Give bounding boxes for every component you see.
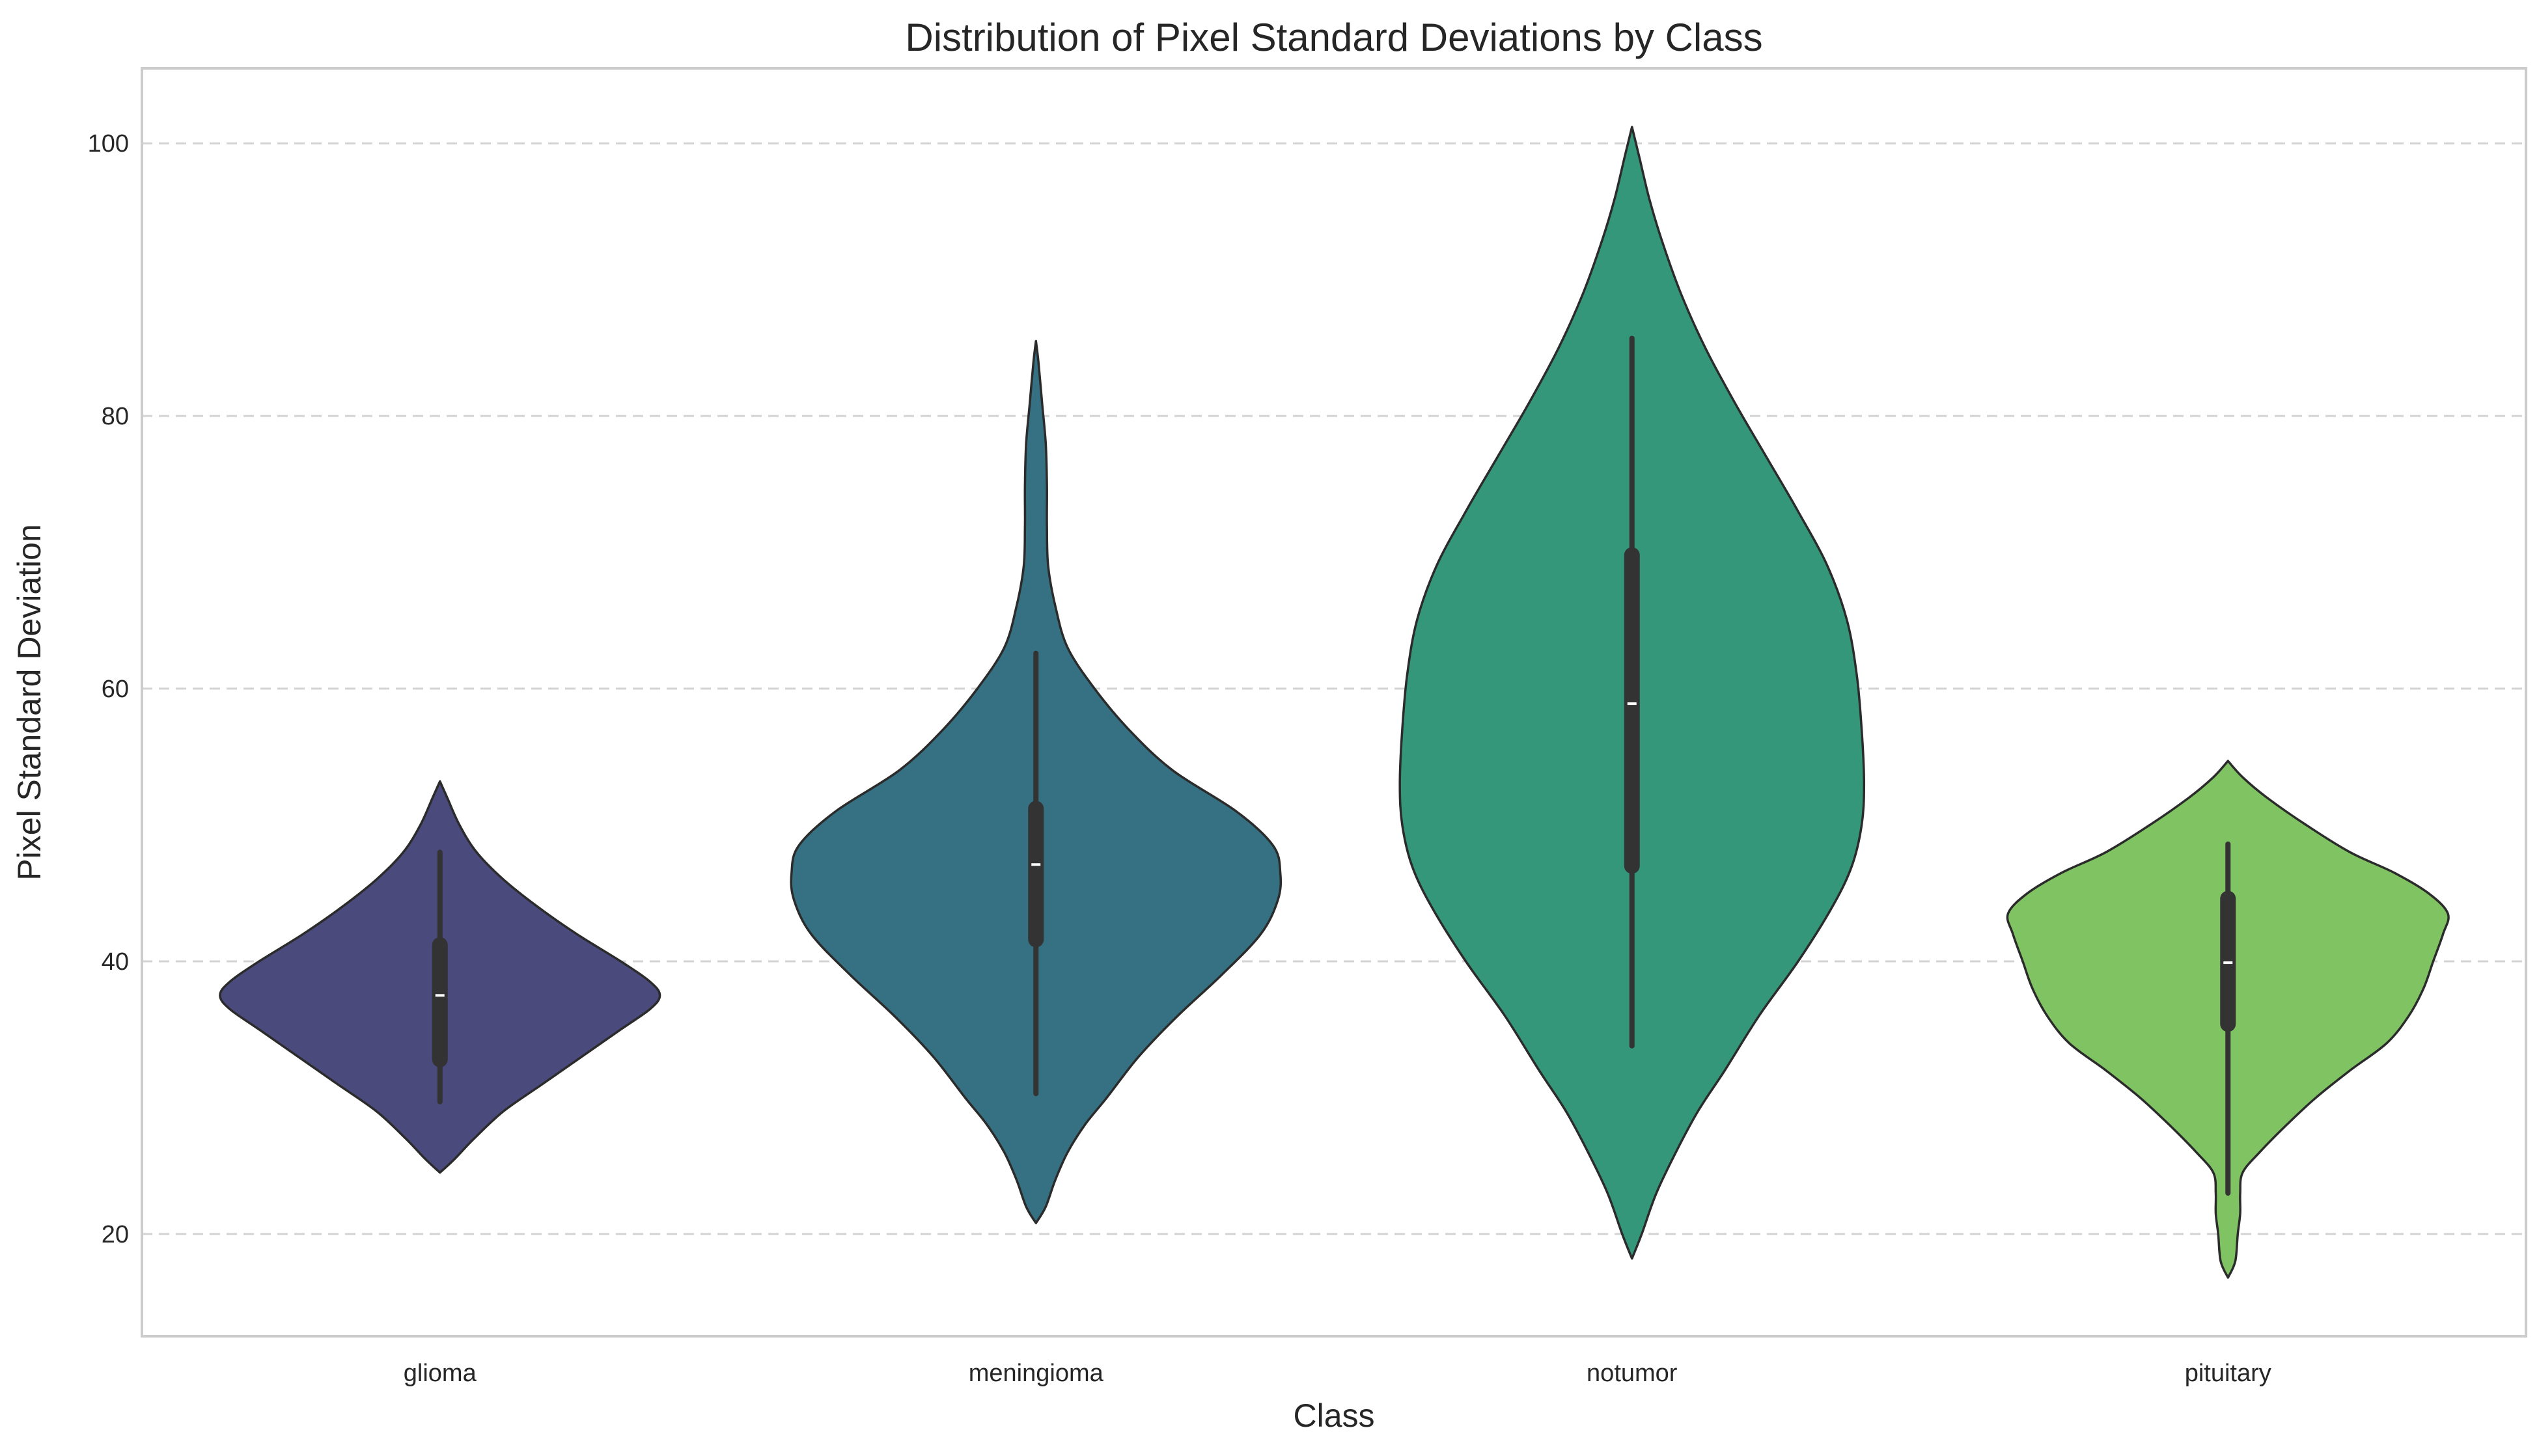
x-tick-label: glioma <box>404 1360 477 1387</box>
chart-title: Distribution of Pixel Standard Deviation… <box>905 16 1762 59</box>
x-tick-label: meningioma <box>969 1360 1104 1387</box>
x-tick-labels: glioma meningioma notumor pituitary <box>404 1360 2271 1387</box>
violins <box>219 126 2450 1279</box>
violin-pituitary <box>2006 760 2450 1279</box>
y-axis-label: Pixel Standard Deviation <box>11 524 48 881</box>
violin-glioma <box>219 780 661 1174</box>
y-tick-label: 20 <box>102 1221 129 1248</box>
y-tick-label: 100 <box>88 130 129 158</box>
y-tick-label: 60 <box>102 676 129 703</box>
plot-frame <box>141 67 2527 1338</box>
x-tick-label: notumor <box>1587 1360 1678 1387</box>
x-tick-label: pituitary <box>2185 1360 2271 1387</box>
y-tick-label: 80 <box>102 403 129 430</box>
x-axis-label: Class <box>1293 1397 1374 1434</box>
violin-notumor <box>1398 126 1866 1260</box>
y-tick-labels: 20 40 60 80 100 <box>88 130 129 1248</box>
y-tick-label: 40 <box>102 948 129 976</box>
violin-meningioma <box>790 340 1283 1224</box>
